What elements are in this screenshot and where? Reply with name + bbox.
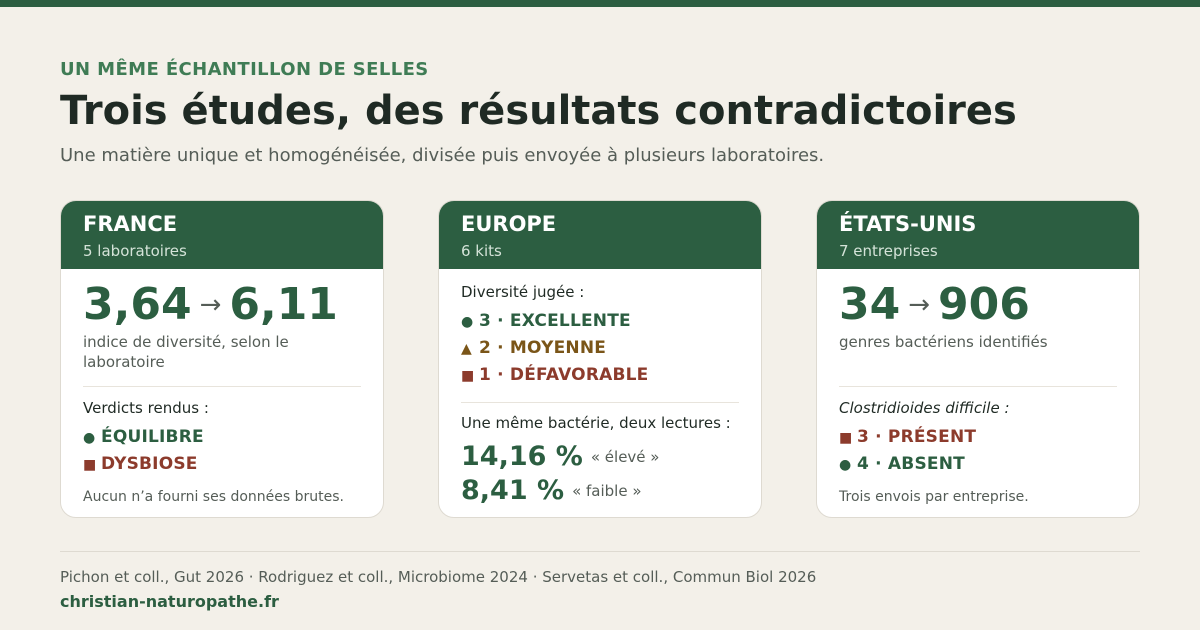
rating-item: ■ 1 · DÉFAVORABLE (461, 365, 649, 385)
rating-item: ▲ 2 · MOYENNE (461, 338, 607, 358)
top-accent-bar (0, 0, 1200, 7)
result-item: ■ 3 · PRÉSENT (839, 427, 977, 447)
sources: Pichon et coll., Gut 2026 · Rodriguez et… (60, 568, 817, 586)
card-title: ÉTATS-UNIS (839, 212, 977, 236)
card-title: FRANCE (83, 212, 178, 236)
arrow-right-icon: → (908, 290, 931, 320)
range-description: indice de diversité, selon le laboratoir… (83, 333, 289, 371)
card-title: EUROPE (461, 212, 557, 236)
genera-range: 34 → 906 (839, 279, 1030, 330)
reading-tag: « faible » (572, 482, 642, 500)
page-subtitle: Une matière unique et homogénéisée, divi… (60, 145, 825, 166)
reading-value: 8,41 % « faible » (461, 475, 642, 506)
verdict-item: ■ DYSBIOSE (83, 454, 198, 474)
card-france: FRANCE 5 laboratoires 3,64 → 6,11 indice d… (60, 200, 384, 518)
card-note: Aucun n’a fourni ses données brutes. (83, 489, 344, 505)
verdict-item: ● ÉQUILIBRE (83, 427, 204, 447)
reading-value: 14,16 % « élevé » (461, 441, 660, 472)
circle-icon: ● (461, 314, 474, 330)
card-header: EUROPE 6 kits (439, 201, 761, 269)
card-subtitle: 5 laboratoires (83, 242, 187, 260)
range-max: 906 (938, 279, 1030, 330)
range-description: genres bactériens identifiés (839, 333, 1048, 351)
divider (83, 386, 361, 387)
card-usa: ÉTATS-UNIS 7 entreprises 34 → 906 genres b… (816, 200, 1140, 518)
diversity-label: Diversité jugée : (461, 283, 585, 301)
card-subtitle: 6 kits (461, 242, 502, 260)
square-icon: ■ (839, 430, 853, 446)
card-header: ÉTATS-UNIS 7 entreprises (817, 201, 1139, 269)
diversity-range: 3,64 → 6,11 (83, 279, 338, 330)
readings-label: Une même bactérie, deux lectures : (461, 414, 731, 432)
square-icon: ■ (461, 368, 475, 384)
range-max: 6,11 (229, 279, 338, 330)
divider (839, 386, 1117, 387)
rating-item: ● 3 · EXCELLENTE (461, 311, 631, 331)
divider (461, 402, 739, 403)
square-icon: ■ (83, 457, 97, 473)
result-item: ● 4 · ABSENT (839, 454, 965, 474)
verdicts-label: Verdicts rendus : (83, 399, 209, 417)
circle-icon: ● (839, 457, 852, 473)
species-label: Clostridioides difficile : (839, 399, 1010, 417)
triangle-icon: ▲ (461, 341, 472, 357)
card-europe: EUROPE 6 kits Diversité jugée : ● 3 · EXC… (438, 200, 762, 518)
reading-tag: « élevé » (590, 448, 660, 466)
card-subtitle: 7 entreprises (839, 242, 938, 260)
arrow-right-icon: → (199, 290, 222, 320)
footer-divider (60, 551, 1140, 552)
site-link[interactable]: christian-naturopathe.fr (60, 592, 279, 611)
circle-icon: ● (83, 430, 96, 446)
card-note: Trois envois par entreprise. (839, 489, 1029, 505)
range-min: 3,64 (83, 279, 192, 330)
card-header: FRANCE 5 laboratoires (61, 201, 383, 269)
page-title: Trois études, des résultats contradictoi… (60, 88, 1017, 134)
range-min: 34 (839, 279, 901, 330)
eyebrow: UN MÊME ÉCHANTILLON DE SELLES (60, 59, 429, 80)
